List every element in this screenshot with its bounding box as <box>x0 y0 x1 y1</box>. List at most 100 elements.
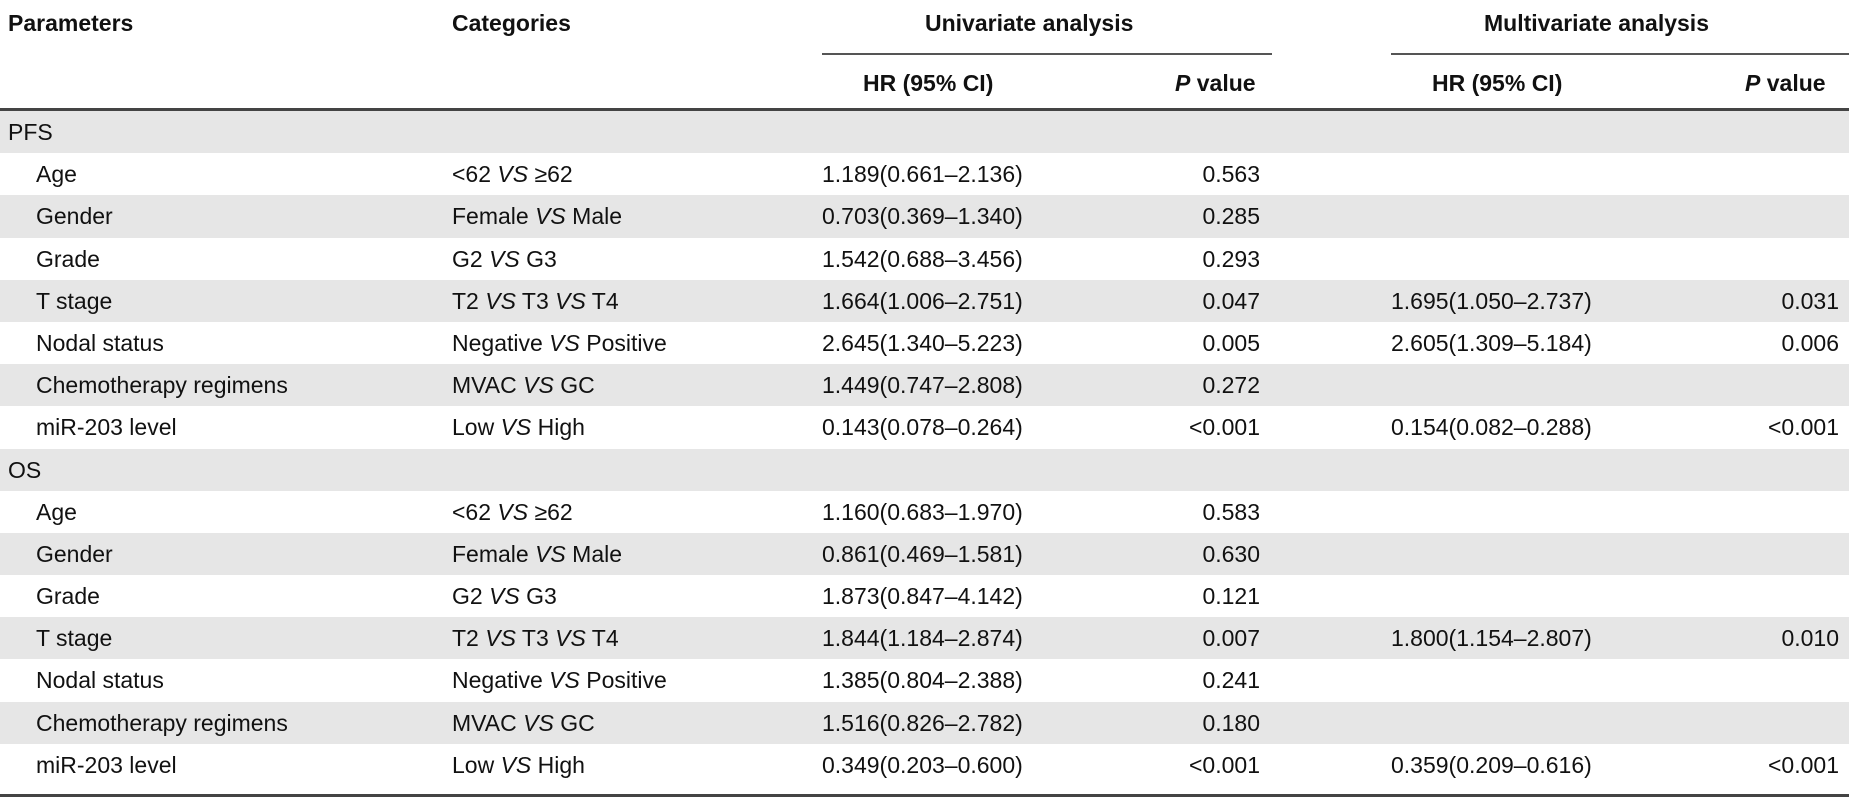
table-row: Grade G2 VS G3 1.873(0.847–4.142) 0.121 <box>0 575 1849 617</box>
parameter-cell: Nodal status <box>36 667 164 694</box>
category-cell: Female VS Male <box>452 195 622 237</box>
table-row: miR-203 level Low VS High 0.349(0.203–0.60… <box>0 744 1849 786</box>
section-row: PFS <box>0 111 1849 154</box>
table-row: T stage T2 VS T3 VS T4 1.844(1.184–2.874) 0… <box>0 617 1849 660</box>
univariate-hr-cell: 1.160(0.683–1.970) <box>822 498 1023 525</box>
category-part: G3 <box>519 245 557 272</box>
category-cell: T2 VS T3 VS T4 <box>452 280 619 322</box>
table-row: Chemotherapy regimens MVAC VS GC 1.449(0.7… <box>0 364 1849 407</box>
multivariate-hr-cell: 0.154(0.082–0.288) <box>1391 414 1592 441</box>
versus-label: VS <box>555 287 586 314</box>
table-body: PFS Age <62 VS ≥62 1.189(0.661–2.136) 0.563 G… <box>0 111 1849 786</box>
multivariate-p-cell: 0.006 <box>1781 329 1839 356</box>
category-part: T4 <box>585 287 619 314</box>
parameter-cell: miR-203 level <box>36 414 177 441</box>
univariate-p-cell: 0.005 <box>1202 329 1260 356</box>
category-cell: Negative VS Positive <box>452 322 667 364</box>
table-row: Nodal status Negative VS Positive 2.645(1.… <box>0 322 1849 364</box>
versus-label: VS <box>489 583 520 610</box>
univariate-hr-cell: 1.516(0.826–2.782) <box>822 709 1023 736</box>
category-part: Female <box>452 540 536 567</box>
multivariate-p-cell: 0.031 <box>1781 287 1839 314</box>
table-row: Age <62 VS ≥62 1.189(0.661–2.136) 0.563 <box>0 153 1849 195</box>
header-rule <box>0 108 1849 111</box>
group-header-multivariate: Multivariate analysis <box>1484 10 1709 36</box>
univariate-p-cell: 0.583 <box>1202 498 1260 525</box>
col-header-multi-hr: HR (95% CI) <box>1432 70 1563 96</box>
category-cell: Low VS High <box>452 406 585 448</box>
parameter-cell: Gender <box>36 540 113 567</box>
table-row: Chemotherapy regimens MVAC VS GC 1.516(0.8… <box>0 701 1849 744</box>
table-row: Grade G2 VS G3 1.542(0.688–3.456) 0.293 <box>0 238 1849 280</box>
category-cell: MVAC VS GC <box>452 364 595 406</box>
category-part: MVAC <box>452 372 524 399</box>
univariate-p-cell: <0.001 <box>1189 414 1260 441</box>
category-part: G3 <box>519 583 557 610</box>
category-cell: <62 VS ≥62 <box>452 491 573 533</box>
versus-label: VS <box>523 372 554 399</box>
parameter-cell: miR-203 level <box>36 751 177 778</box>
category-part: Male <box>565 540 623 567</box>
univariate-hr-cell: 1.542(0.688–3.456) <box>822 245 1023 272</box>
versus-label: VS <box>485 625 516 652</box>
category-part: Male <box>565 203 623 230</box>
category-part: ≥62 <box>528 498 573 525</box>
category-part: G2 <box>452 245 490 272</box>
p-italic: P <box>1745 70 1761 96</box>
category-part: GC <box>553 372 595 399</box>
univariate-p-cell: 0.047 <box>1202 287 1260 314</box>
univariate-hr-cell: 1.449(0.747–2.808) <box>822 372 1023 399</box>
section-label: OS <box>8 456 42 483</box>
category-part: T2 <box>452 625 486 652</box>
category-cell: G2 VS G3 <box>452 238 557 280</box>
versus-label: VS <box>523 709 554 736</box>
section-row: OS <box>0 448 1849 491</box>
univariate-p-cell: 0.121 <box>1202 583 1260 610</box>
univariate-hr-cell: 0.861(0.469–1.581) <box>822 540 1023 567</box>
parameter-cell: Gender <box>36 203 113 230</box>
versus-label: VS <box>497 498 529 525</box>
table-row: Age <62 VS ≥62 1.160(0.683–1.970) 0.583 <box>0 491 1849 533</box>
category-part: Low <box>452 414 501 441</box>
univariate-hr-cell: 2.645(1.340–5.223) <box>822 329 1023 356</box>
col-header-parameters: Parameters <box>8 10 134 36</box>
parameter-cell: Nodal status <box>36 329 164 356</box>
versus-label: VS <box>489 245 520 272</box>
parameter-cell: T stage <box>36 625 113 652</box>
category-part: Low <box>452 751 501 778</box>
category-part: High <box>531 414 585 441</box>
parameter-cell: Age <box>36 498 77 525</box>
versus-label: VS <box>500 414 532 441</box>
category-part: MVAC <box>452 709 524 736</box>
univariate-hr-cell: 1.844(1.184–2.874) <box>822 625 1023 652</box>
multivariate-p-cell: 0.010 <box>1781 625 1839 652</box>
parameter-cell: Chemotherapy regimens <box>36 709 288 736</box>
univariate-p-cell: 0.285 <box>1202 203 1260 230</box>
parameter-cell: Chemotherapy regimens <box>36 372 288 399</box>
category-cell: Low VS High <box>452 744 585 786</box>
section-label: PFS <box>8 119 53 145</box>
versus-label: VS <box>535 203 566 230</box>
univariate-p-cell: 0.241 <box>1202 667 1260 694</box>
category-part: Positive <box>579 667 667 694</box>
univariate-hr-cell: 0.143(0.078–0.264) <box>822 414 1023 441</box>
parameter-cell: Age <box>36 161 77 188</box>
category-part: T4 <box>585 625 619 652</box>
parameter-cell: Grade <box>36 583 100 610</box>
table-row: Gender Female VS Male 0.861(0.469–1.581) 0.… <box>0 532 1849 576</box>
parameter-cell: Grade <box>36 245 100 272</box>
multivariate-hr-cell: 1.800(1.154–2.807) <box>1391 625 1592 652</box>
category-part: T3 <box>515 625 556 652</box>
bottom-rule <box>0 794 1849 797</box>
col-header-categories: Categories <box>452 10 571 36</box>
category-cell: Female VS Male <box>452 533 622 575</box>
col-header-uni-p: P value <box>1175 70 1256 96</box>
univariate-p-cell: 0.630 <box>1202 540 1260 567</box>
multivariate-p-cell: <0.001 <box>1768 414 1839 441</box>
category-part: T2 <box>452 287 486 314</box>
category-part: G2 <box>452 583 490 610</box>
versus-label: VS <box>549 667 580 694</box>
univariate-p-cell: 0.563 <box>1202 161 1260 188</box>
table-row: Nodal status Negative VS Positive 1.385(0.… <box>0 659 1849 701</box>
univariate-p-cell: <0.001 <box>1189 751 1260 778</box>
